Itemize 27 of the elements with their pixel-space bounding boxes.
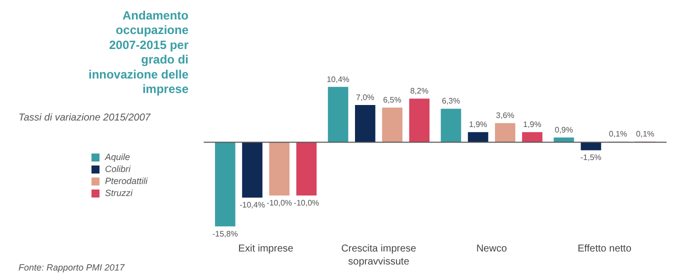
data-label: 0,9%: [554, 125, 573, 134]
x-tick-label: Exit imprese: [238, 244, 294, 254]
data-label: 6,3%: [442, 96, 460, 106]
data-label: -10,0%: [294, 198, 320, 208]
data-label: 0,1%: [608, 130, 628, 139]
data-label: 3,6%: [496, 111, 514, 120]
data-label: 7,0%: [356, 93, 374, 102]
legend-label: Colibri: [105, 164, 131, 174]
chart-title: Andamento occupazione 2007-2015 per grado di innovazione delle imprese: [88, 8, 189, 96]
data-label: 0,1%: [636, 130, 654, 139]
text: Tassi di variazione 2015/2007: [18, 112, 151, 124]
data-label: 10,4%: [326, 74, 350, 84]
legend-label: Pterodattili: [105, 176, 148, 186]
x-tick-label: Newco: [476, 244, 508, 254]
data-label: -1,5%: [580, 153, 602, 162]
data-label: 8,2%: [410, 86, 428, 96]
legend-label: Aquile: [105, 152, 130, 162]
x-tick-label: Effetto netto: [578, 244, 632, 254]
data-label: -10,0%: [266, 198, 292, 208]
legend-label: Struzzi: [105, 188, 133, 198]
data-label: 1,9%: [468, 120, 488, 130]
x-tick-label: Crescita imprese sopravvissute: [341, 244, 417, 268]
data-label: -10,4%: [240, 200, 265, 210]
data-label: -15,8%: [212, 229, 238, 238]
data-label: 6,5%: [383, 96, 402, 105]
data-label: 1,9%: [523, 120, 542, 130]
source-note: Fonte: Rapporto PMI 2017: [18, 262, 126, 272]
